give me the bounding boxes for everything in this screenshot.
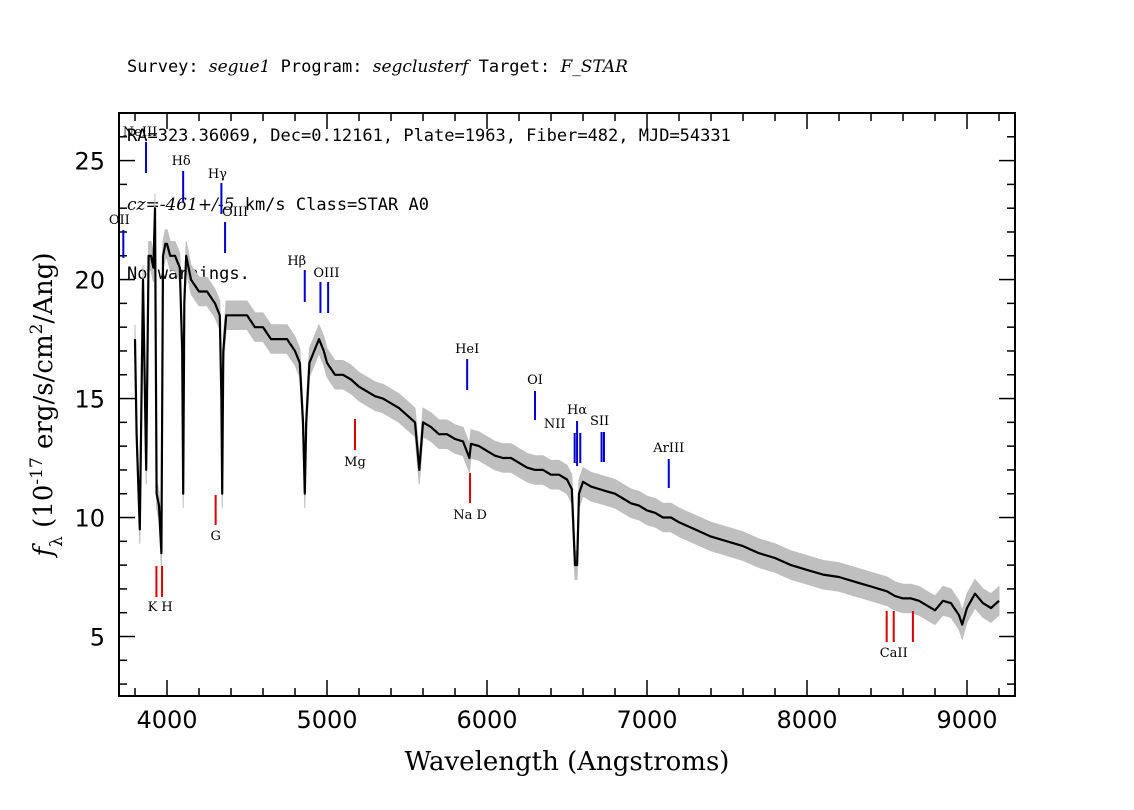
cz-value: -461+/-5: [159, 195, 235, 215]
absorption-line-label: K: [148, 600, 158, 615]
emission-line-label: Hα: [567, 403, 587, 418]
absorption-line-label: H: [161, 600, 172, 615]
plot-frame: [118, 112, 1016, 697]
emission-line-label: OII: [109, 213, 130, 228]
emission-line-label: OIII: [222, 205, 248, 220]
emission-line-label: Hγ: [208, 167, 227, 182]
spectrum-series-line: [133, 207, 1000, 626]
y-tick-label: 10: [74, 505, 105, 533]
header-line-target: Survey: segue1 Program: segclusterf Targ…: [127, 57, 628, 77]
emission-line-label: NII: [544, 417, 566, 432]
x-tick-label: 9000: [936, 706, 997, 734]
absorption-line-label: Mg: [344, 455, 366, 470]
x-tick-label: 4000: [136, 706, 197, 734]
program-value: segclusterf: [372, 57, 469, 77]
emission-line-label: HeI: [455, 342, 479, 357]
x-axis: 4000 5000 6000 7000 8000 9000: [134, 113, 1000, 734]
absorption-line-label: CaII: [880, 646, 908, 661]
emission-line-label: NeIII: [123, 125, 157, 140]
y-tick-label: 15: [74, 386, 105, 414]
target-value: F_STAR: [560, 57, 628, 77]
emission-line-label: SII: [590, 414, 609, 429]
x-tick-label: 7000: [616, 706, 677, 734]
emission-line-label: OIII: [313, 266, 339, 281]
absorption-line-label: G: [210, 529, 220, 544]
survey-value: segue1: [208, 57, 271, 77]
y-axis-title: fλ (10-17 erg/s/cm2/Ang): [27, 252, 67, 558]
x-tick-label: 8000: [776, 706, 837, 734]
y-tick-label: 20: [74, 267, 105, 295]
header-line-coords: RA=323.36069, Dec=0.12161, Plate=1963, F…: [127, 126, 731, 146]
emission-line-label: OI: [527, 373, 543, 388]
spectrum-header: Survey: segue1 Program: segclusterf Targ…: [127, 10, 731, 309]
emission-line-label: Hδ: [172, 154, 191, 169]
emission-line-label: Hβ: [287, 254, 306, 269]
y-tick-label: 5: [90, 624, 105, 652]
y-axis: 5 10 15 20 25: [74, 136, 1015, 685]
x-tick-label: 6000: [456, 706, 517, 734]
x-axis-title: Wavelength (Angstroms): [405, 747, 730, 777]
y-tick-label: 25: [74, 148, 105, 176]
x-tick-label: 5000: [296, 706, 357, 734]
absorption-line-label: Na D: [453, 508, 487, 523]
header-line-redshift: cz=-461+/-5 km/s Class=STAR A0: [127, 195, 429, 215]
emission-line-label: ArIII: [652, 441, 684, 456]
